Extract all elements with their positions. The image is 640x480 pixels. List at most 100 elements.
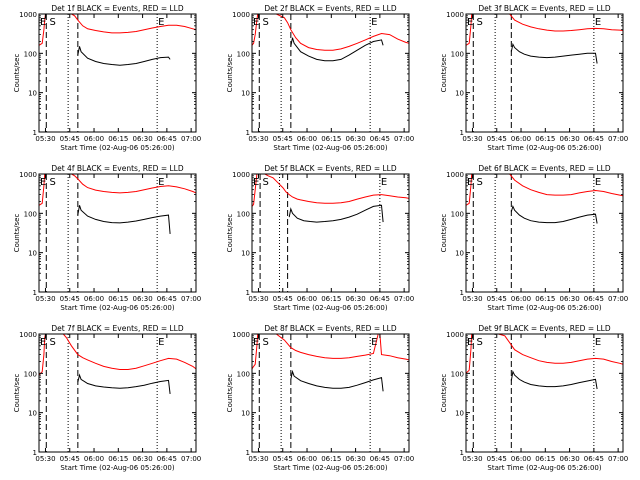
x-tick-label: 06:00 [511,135,531,143]
axes-frame [38,333,197,453]
axes-frame [251,173,410,293]
panel-title: Det 4f BLACK = Events, RED = LLD [51,164,184,173]
x-tick-label: 06:15 [108,295,128,303]
x-tick-label: 07:00 [608,295,628,303]
x-tick-label: 06:00 [297,135,317,143]
y-axis-label: Counts/sec [13,54,21,93]
x-tick-label: 07:00 [181,455,201,463]
x-tick-label: 06:15 [535,295,555,303]
y-tick-label: 100 [451,50,464,58]
events-series-line [290,37,384,62]
y-tick-label: 1000 [232,11,250,19]
axes-frame [38,173,197,293]
x-tick-label: 05:45 [487,135,507,143]
marker-label-start: E S [40,17,56,28]
panel-det-7: Det 7f BLACK = Events, RED = LLD E S E 1 10 1… [13,324,201,472]
marker-label-start: E S [253,337,269,348]
y-tick-label: 1 [460,449,464,457]
x-tick-label: 06:30 [345,455,365,463]
marker-label-end: E [371,337,377,348]
y-tick-label: 1 [33,129,37,137]
marker-label-end: E [158,177,164,188]
y-tick-label: 1 [33,449,37,457]
x-tick-label: 05:45 [60,295,80,303]
x-tick-label: 06:00 [84,295,104,303]
axes-frame [251,13,410,133]
x-tick-label: 05:45 [273,135,293,143]
x-tick-label: 06:30 [559,455,579,463]
y-tick-label: 1 [246,289,250,297]
x-tick-label: 06:45 [584,135,604,143]
x-tick-label: 05:30 [248,135,268,143]
x-tick-label: 07:00 [394,295,414,303]
panel-title: Det 2f BLACK = Events, RED = LLD [264,4,397,13]
marker-label-end: E [595,17,601,28]
x-tick-label: 05:45 [60,455,80,463]
x-tick-label: 06:45 [370,295,390,303]
lld-series-line [252,174,409,207]
lld-series-line [466,14,623,46]
y-tick-label: 10 [241,250,250,258]
x-tick-label: 06:30 [345,135,365,143]
events-series-line [288,204,384,223]
lld-series-line [39,14,196,46]
x-tick-label: 06:45 [584,455,604,463]
y-tick-label: 100 [237,370,250,378]
x-tick-label: 05:45 [273,295,293,303]
y-tick-label: 10 [455,90,464,98]
marker-label-end: E [371,17,377,28]
events-series-line [77,46,171,66]
x-tick-label: 05:30 [35,295,55,303]
y-tick-label: 10 [28,90,37,98]
y-tick-label: 1000 [232,331,250,339]
panel-det-4: Det 4f BLACK = Events, RED = LLD E S E 1 10 1… [13,164,201,312]
events-series-line [290,369,384,392]
x-tick-label: 07:00 [608,455,628,463]
y-axis-label: Counts/sec [13,214,21,253]
panel-det-9: Det 9f BLACK = Events, RED = LLD E S E 1 10 1… [440,324,628,472]
y-axis-label: Counts/sec [440,54,448,93]
x-tick-label: 06:00 [511,295,531,303]
x-tick-label: 05:30 [462,455,482,463]
y-tick-label: 10 [28,250,37,258]
x-axis-label: Start Time (02-Aug-06 05:26:00) [60,144,174,152]
panel-det-8: Det 8f BLACK = Events, RED = LLD E S E 1 10 1… [226,324,414,472]
x-tick-label: 06:30 [559,135,579,143]
x-tick-label: 06:00 [84,455,104,463]
marker-label-end: E [595,177,601,188]
x-tick-label: 07:00 [181,295,201,303]
panel-title: Det 8f BLACK = Events, RED = LLD [264,324,397,333]
x-tick-label: 05:45 [60,135,80,143]
axes-frame [465,13,624,133]
x-tick-label: 06:30 [132,135,152,143]
x-tick-label: 06:45 [157,455,177,463]
events-series-line [510,370,598,390]
panel-title: Det 9f BLACK = Events, RED = LLD [478,324,611,333]
marker-label-end: E [381,177,387,188]
lld-series-line [252,14,409,51]
marker-label-end: E [595,337,601,348]
x-tick-label: 05:30 [248,455,268,463]
panel-det-3: Det 3f BLACK = Events, RED = LLD E S E 1 10 1… [440,4,628,152]
y-tick-label: 100 [24,210,37,218]
panel-det-2: Det 2f BLACK = Events, RED = LLD E S E 1 10 1… [226,4,414,152]
x-tick-label: 06:15 [321,455,341,463]
lld-series-line [466,174,623,206]
x-tick-label: 06:45 [157,295,177,303]
marker-label-end: E [158,337,164,348]
events-series-line [77,205,171,234]
y-tick-label: 1000 [446,331,464,339]
panel-det-1: Det 1f BLACK = Events, RED = LLD E S E 1 10 1… [13,4,201,152]
marker-label-end: E [158,17,164,28]
x-tick-label: 06:30 [345,295,365,303]
y-tick-label: 1000 [19,331,37,339]
events-series-line [77,373,171,394]
y-tick-label: 1 [460,289,464,297]
marker-label-start: E S [253,177,269,188]
lld-series-line [252,334,409,370]
x-axis-label: Start Time (02-Aug-06 05:26:00) [273,304,387,312]
y-tick-label: 1 [246,449,250,457]
x-tick-label: 06:45 [157,135,177,143]
y-tick-label: 100 [24,370,37,378]
